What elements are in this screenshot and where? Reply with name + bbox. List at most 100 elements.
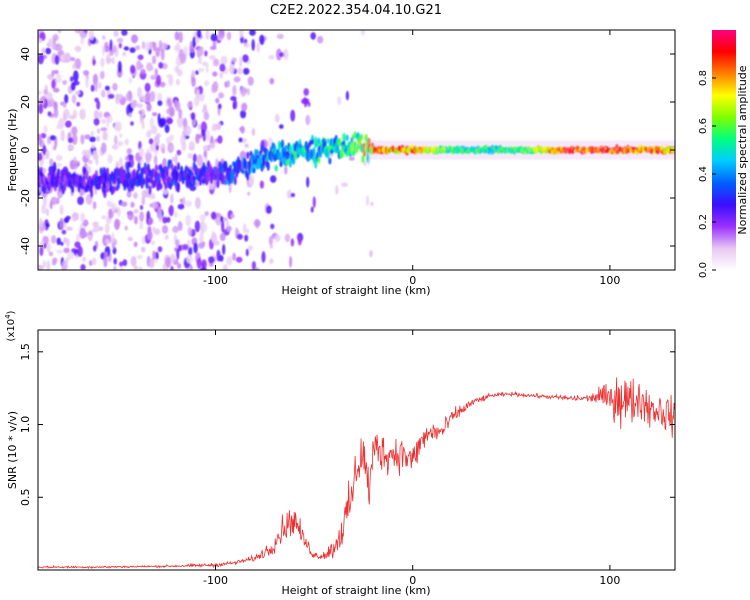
spectrogram-cell [176, 162, 180, 171]
spectrogram-cell [262, 157, 266, 167]
spectrogram-cell [133, 209, 139, 214]
spectrogram-cell [289, 255, 293, 268]
spectrogram-cell [51, 260, 57, 266]
snr-y-axis-label: SNR (10 * v/v) [6, 411, 19, 489]
spectrogram-cell [246, 88, 251, 96]
spectrogram-cell [243, 42, 250, 48]
spectrogram-cell [38, 264, 44, 270]
spectrogram-cell [335, 185, 339, 195]
spectrogram-cell [55, 154, 63, 161]
spectrogram-cell [47, 38, 54, 48]
spectrogram-cell [156, 92, 163, 102]
spectrogram-cell [218, 30, 225, 39]
spectrogram-cell [107, 154, 113, 164]
spectrogram-cell [260, 144, 264, 153]
spectrogram-cell [196, 89, 200, 101]
spectrogram-cell [56, 249, 64, 254]
spectrogram-cell [222, 244, 226, 255]
spectrogram-cell [226, 31, 232, 41]
spectrogram-cell [82, 256, 86, 263]
spectrogram-cell [96, 100, 101, 110]
spectrogram-cell [49, 200, 53, 210]
spectrogram-cell [176, 149, 182, 156]
spectrogram-cell [113, 135, 118, 145]
spectrogram-cell [56, 197, 60, 205]
spectrogram-cell [254, 267, 260, 270]
spectrogram-cell [177, 221, 183, 231]
spectrogram-cell [166, 108, 171, 115]
spectrogram-cell [259, 34, 265, 45]
spectrogram-cell [55, 73, 62, 84]
spectrogram-cell [225, 225, 232, 232]
spectrogram-cell [74, 30, 82, 34]
spectrogram-cell [155, 74, 162, 86]
colorbar-tick-label: 0.2 [698, 214, 709, 230]
spectrogram-cell [222, 264, 228, 270]
spectrogram-cell [359, 133, 363, 141]
spectrogram-y-tick-label: 20 [19, 95, 32, 109]
spectrogram-cell [136, 60, 142, 71]
spectrogram-cell [168, 74, 173, 85]
spectrogram-cell [165, 256, 172, 268]
spectrogram-cell [136, 254, 143, 260]
spectrogram-cell [196, 30, 202, 38]
spectrogram-cell [80, 264, 86, 270]
spectrogram-cell [360, 30, 366, 36]
colorbar-ticks: 0.0 0.2 0.4 0.6 0.8 [698, 70, 716, 278]
spectrogram-cell [224, 179, 228, 186]
spectrogram-cell [94, 81, 98, 92]
spectrogram-cell [123, 46, 130, 51]
spectrogram-y-ticks: -40 -20 0 20 40 [19, 47, 675, 255]
spectrogram-cell [131, 99, 138, 108]
spectrogram-cell [236, 67, 243, 75]
spectrogram-cell [72, 217, 77, 222]
spectrogram-cell [326, 138, 330, 144]
spectrogram-cell [64, 94, 69, 104]
spectrogram-cell [197, 123, 202, 131]
spectrogram-cell [71, 126, 78, 136]
spectrogram-cell [130, 201, 135, 208]
spectrogram-cells [38, 30, 675, 270]
spectrogram-cell [149, 117, 155, 128]
spectrogram-cell [141, 108, 146, 117]
spectrogram-cell [103, 255, 108, 268]
spectrogram-cell [224, 160, 228, 169]
spectrogram-cell [122, 51, 127, 57]
spectrogram-cell [280, 139, 285, 149]
spectrogram-cell [150, 125, 158, 135]
spectrogram-cell [135, 45, 141, 51]
spectrogram-cell [72, 159, 79, 170]
spectrogram-cell [148, 138, 154, 145]
spectrogram-cell [141, 235, 146, 245]
spectrogram-cell [317, 156, 321, 164]
spectrogram-cell [104, 223, 110, 235]
spectrogram-cell [204, 211, 209, 217]
spectrogram-cell [138, 147, 145, 158]
spectrogram-cell [230, 96, 237, 101]
colorbar-gradient [712, 30, 736, 270]
spectrogram-cell [91, 257, 97, 266]
spectrogram-cell [279, 124, 284, 129]
spectrogram-cell [170, 193, 174, 204]
spectrogram-cell [67, 251, 75, 260]
spectrogram-cell [235, 256, 243, 263]
spectrogram-cell [290, 109, 296, 122]
spectrogram-cell [96, 128, 101, 134]
spectrogram-cell [112, 44, 117, 54]
spectrogram-cell [168, 204, 174, 217]
spectrogram-cell [145, 91, 151, 102]
spectrogram-cell [170, 265, 174, 270]
spectrogram-cell [191, 76, 196, 88]
spectrogram-cell [158, 62, 164, 69]
snr-y-tick-label: 1.0 [19, 416, 32, 434]
spectrogram-cell [101, 142, 107, 154]
spectrogram-cell [179, 52, 187, 64]
spectrogram-cell [101, 35, 106, 40]
colorbar-tick-label: 0.8 [698, 70, 709, 86]
spectrogram-cell [136, 103, 144, 109]
spectrogram-cell [124, 138, 130, 146]
spectrogram-cell [133, 192, 138, 199]
spectrogram-cell [46, 260, 50, 270]
spectrogram-cell [219, 63, 226, 72]
